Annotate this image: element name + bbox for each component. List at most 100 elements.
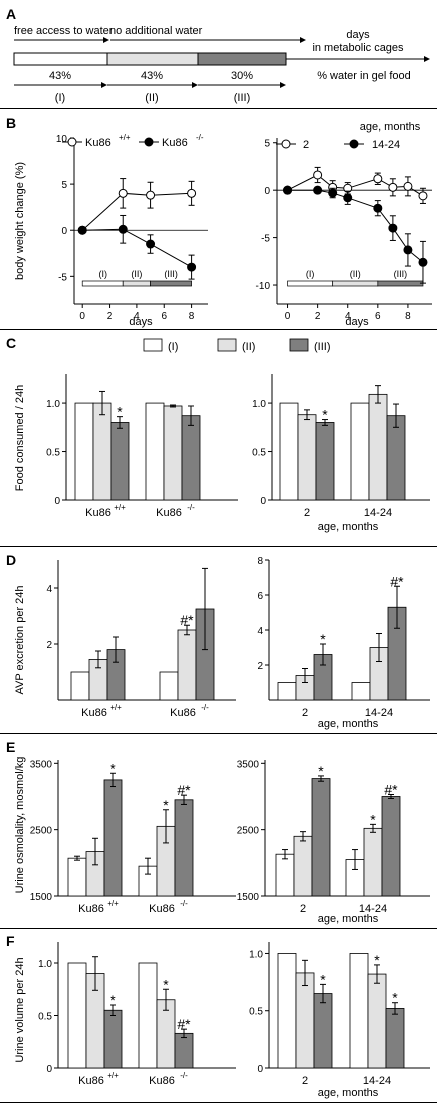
group-label: Ku86: [81, 707, 107, 719]
significance-mark: *: [370, 811, 376, 827]
series-line: [287, 174, 424, 197]
significance-mark: *: [110, 760, 116, 776]
label-days: days: [346, 29, 370, 41]
x-tick-label: 0: [79, 311, 85, 322]
bar: [277, 682, 297, 701]
schematic-a: free access to water no additional water…: [13, 25, 430, 104]
bar: [275, 853, 295, 897]
percent-phase-iii: 30%: [231, 70, 253, 82]
bar: [92, 402, 112, 501]
percent-phase-i: 43%: [49, 70, 71, 82]
significance-mark: *: [163, 797, 169, 813]
arrowhead-days: [424, 56, 430, 62]
panel-letter-e: E: [6, 739, 15, 755]
phase-bar-segment: [332, 280, 379, 287]
series-line: [287, 189, 424, 263]
bar: [279, 402, 299, 501]
bar: [67, 857, 87, 897]
y-tick-label: 2500: [30, 826, 53, 837]
legend-label: 2: [303, 139, 309, 151]
significance-mark: #*: [384, 781, 398, 797]
bar: [385, 1008, 405, 1069]
phase-bar-label: (I): [98, 269, 107, 279]
bar: [145, 402, 165, 501]
bar: [367, 973, 387, 1069]
label-no-water: no additional water: [110, 25, 203, 37]
group-label: 14-24: [359, 903, 387, 915]
data-point: [418, 257, 428, 267]
group-label-superscript: +/+: [114, 503, 126, 512]
bar: [293, 835, 313, 897]
data-point: [313, 185, 323, 195]
series-line: [81, 192, 192, 231]
chart-b-right: 5 0 -5 -10 0 2 4 6 8 (I) (II) (III) days age, months 2…: [256, 121, 432, 328]
bar: [163, 405, 183, 501]
bar: [386, 415, 406, 501]
group-label-superscript: -/-: [180, 899, 188, 908]
y-tick-label: 4: [257, 626, 263, 637]
label-percent-water: % water in gel food: [317, 70, 411, 82]
group-label: Ku86: [78, 1075, 104, 1087]
y-tick-label: -10: [256, 281, 271, 292]
phase-bar-label: (II): [350, 269, 361, 279]
group-label: Ku86: [170, 707, 196, 719]
phase-label-i: (I): [55, 92, 65, 104]
bar: [174, 799, 194, 897]
data-point: [118, 188, 128, 198]
chart-f-left: 00.51.0*Ku86 +/+*#*Ku86 -/-Urine volume pe…: [14, 942, 236, 1087]
data-point: [403, 245, 413, 255]
x-tick-label: 2: [315, 311, 321, 322]
group-label: 2: [302, 707, 308, 719]
y-axis-label: Food consumed / 24h: [14, 385, 26, 491]
y-axis-label: Urine osmolality, mosmol/kg: [14, 757, 26, 894]
phase-bar-segment: [150, 280, 192, 287]
group-label-superscript: +/+: [107, 1071, 119, 1080]
y-tick-label: -5: [58, 272, 67, 283]
data-point: [373, 174, 383, 184]
data-point: [77, 225, 87, 235]
legend-label: 14-24: [372, 139, 400, 151]
bar: [277, 953, 297, 1069]
data-point: [388, 223, 398, 233]
x-axis-label: age, months: [318, 913, 379, 925]
significance-mark: *: [322, 407, 328, 423]
bar: [103, 779, 123, 897]
y-tick-label: 8: [257, 556, 263, 567]
bar: [313, 993, 333, 1069]
bar: [74, 402, 94, 501]
arrowhead-phase-ii: [192, 82, 198, 88]
significance-mark: *: [163, 976, 169, 992]
y-tick-label: 3500: [237, 759, 260, 770]
legend-label: Ku86: [162, 137, 188, 149]
group-label: 14-24: [363, 1075, 391, 1087]
y-tick-label: -5: [261, 234, 270, 245]
group-label-superscript: +/+: [110, 703, 122, 712]
y-tick-label: 0.5: [252, 448, 266, 459]
group-label: 2: [302, 1075, 308, 1087]
x-axis-label: age, months: [318, 1087, 379, 1099]
legend-label: Ku86: [85, 137, 111, 149]
legend-label: (III): [314, 341, 331, 353]
bar: [110, 422, 130, 501]
significance-mark: *: [318, 763, 324, 779]
y-tick-label: 1.0: [46, 399, 60, 410]
y-tick-label: 0.5: [249, 1007, 263, 1018]
y-tick-label: 0: [54, 496, 60, 507]
legend-swatch: [289, 338, 309, 352]
arrowhead-phase-iii: [280, 82, 286, 88]
phase-label-ii: (II): [145, 92, 158, 104]
chart-b-left: 10 5 0 -5 0 2 4 6 8 (I) (II) (III) body weight chang…: [14, 133, 208, 328]
significance-mark: *: [110, 992, 116, 1008]
group-label: Ku86: [85, 507, 111, 519]
x-axis-label: age, months: [318, 718, 379, 730]
y-tick-label: 2: [257, 661, 263, 672]
y-tick-label: 0.5: [46, 448, 60, 459]
phase-bar-segment: [377, 280, 424, 287]
bar: [349, 953, 369, 1069]
y-tick-label: 1500: [237, 892, 260, 903]
bar: [368, 393, 388, 501]
legend-superscript: -/-: [196, 133, 204, 142]
data-point: [403, 181, 413, 191]
y-axis-label: AVP excretion per 24h: [14, 585, 26, 694]
